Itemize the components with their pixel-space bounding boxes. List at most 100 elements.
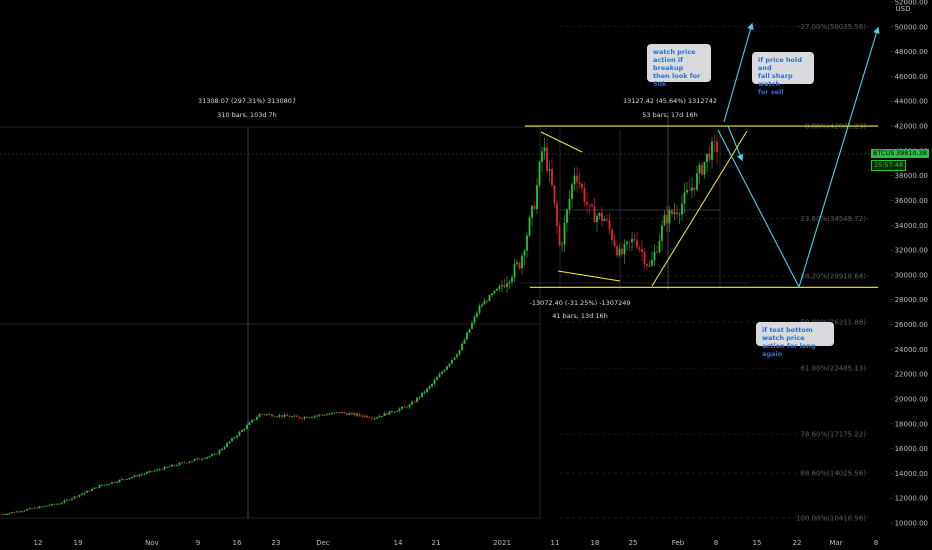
time-axis[interactable]: 12 19 Nov 9 16 23 Dec 14 21 2021 11 18 25 Feb 8 15 22 Mar…	[34, 539, 879, 547]
candle-up	[468, 328, 471, 333]
candle-up	[448, 363, 451, 367]
candle-up	[538, 162, 541, 186]
y-tick-label: 36000.00	[895, 197, 928, 205]
candle-up	[276, 416, 278, 418]
candle-down	[613, 240, 616, 247]
candle-down	[551, 168, 553, 186]
candle-up	[93, 487, 96, 489]
projection-arrow-retest[interactable]	[717, 26, 880, 289]
candle-up	[46, 505, 48, 507]
candle-down	[371, 417, 373, 419]
y-tick-label: 32000.00	[895, 247, 928, 255]
candle-down	[621, 248, 623, 255]
candle-up	[156, 469, 158, 471]
candle-up	[336, 412, 338, 414]
candle-up	[326, 414, 328, 416]
candle-down	[343, 412, 346, 414]
candle-up	[268, 414, 271, 416]
candle-up	[491, 293, 493, 296]
y-tick-label: 28000.00	[895, 296, 928, 304]
annotation-long[interactable]: if test bottom watch price action for lo…	[756, 322, 834, 358]
candle-up	[626, 241, 628, 244]
fib-label: 100.00%(10410.56)	[796, 514, 866, 522]
projection-arrow-breakout[interactable]	[723, 22, 754, 123]
annotation-breakup[interactable]: watch price action if breakup then look …	[647, 44, 711, 88]
candle-down	[588, 204, 591, 206]
candle-up	[673, 212, 676, 214]
candle-up	[686, 190, 688, 193]
candle-up	[573, 175, 576, 185]
candle-down	[368, 417, 371, 419]
candle-up	[703, 162, 706, 175]
candle-up	[138, 474, 141, 477]
candle-up	[111, 482, 113, 484]
fib-label: 50.00%(26211.88)	[800, 318, 866, 326]
wedge-bottom-line[interactable]	[557, 270, 621, 282]
candle-up	[98, 485, 101, 488]
candle-down	[503, 285, 506, 287]
candle-up	[168, 466, 171, 468]
candle-up	[148, 471, 151, 473]
candle-up	[91, 488, 93, 492]
candle-down	[161, 469, 163, 471]
candle-up	[383, 413, 386, 417]
candle-up	[176, 465, 178, 466]
candle-up	[423, 392, 426, 394]
candle-up	[378, 416, 381, 418]
candle-down	[183, 462, 186, 464]
candle-up	[71, 498, 73, 500]
candle-up	[466, 332, 468, 340]
candle-up	[568, 198, 571, 210]
price-axis[interactable]: 52000.00 50000.00 48000.00 46000.00 44000.00…	[890, 0, 928, 528]
candle-down	[701, 164, 703, 175]
candle-up	[146, 472, 148, 474]
candle-up	[256, 416, 258, 420]
projection-arrow-pullback[interactable]	[727, 125, 744, 162]
candle-up	[648, 265, 651, 267]
candle-up	[401, 406, 403, 409]
candle-down	[576, 175, 578, 182]
candle-up	[171, 464, 173, 467]
candle-up	[418, 397, 421, 398]
candle-up	[63, 500, 66, 503]
candle-up	[228, 441, 231, 444]
fib-label: 23.60%(34549.72)	[800, 215, 866, 223]
candle-down	[611, 229, 613, 241]
candle-up	[356, 413, 358, 416]
candle-down	[36, 507, 38, 509]
candle-down	[636, 240, 638, 248]
candle-up	[651, 260, 653, 266]
candle-down	[198, 458, 201, 460]
candle-up	[213, 453, 216, 455]
candle-up	[266, 414, 268, 416]
ascending-trendline[interactable]	[651, 130, 748, 287]
candle-down	[586, 202, 588, 205]
candle-up	[363, 415, 366, 417]
candle-down	[608, 220, 611, 230]
candle-down	[263, 414, 266, 415]
candle-up	[461, 343, 463, 350]
candle-up	[3, 514, 6, 516]
candle-up	[521, 255, 523, 269]
candle-up	[86, 490, 88, 493]
candle-down	[633, 238, 636, 241]
candle-up	[278, 415, 281, 417]
candle-up	[246, 424, 248, 429]
candle-up	[531, 205, 533, 218]
candle-up	[433, 380, 436, 384]
wedge-top-line[interactable]	[540, 131, 583, 153]
candle-down	[518, 262, 521, 269]
annotation-sell[interactable]: if price hold and fall sharp watch for s…	[752, 52, 814, 96]
candle-down	[151, 471, 153, 472]
candle-down	[676, 212, 678, 215]
candle-up	[596, 216, 598, 223]
candle-up	[451, 359, 453, 364]
candle-up	[166, 466, 168, 468]
candle-down	[578, 181, 581, 185]
candle-down	[693, 187, 696, 190]
candle-up	[203, 458, 206, 460]
candle-up	[536, 185, 538, 210]
drawings	[525, 22, 880, 289]
candle-up	[561, 244, 563, 246]
